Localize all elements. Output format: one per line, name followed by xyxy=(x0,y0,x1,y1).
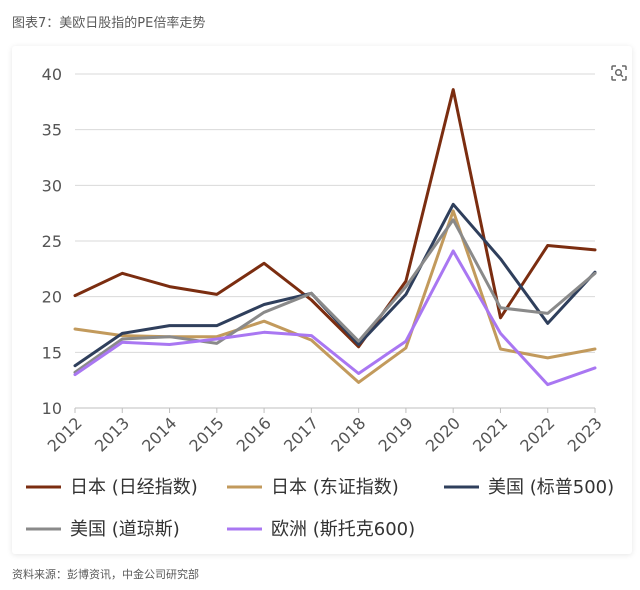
x-tick-label: 2022 xyxy=(516,413,558,455)
x-tick-label: 2019 xyxy=(375,413,417,455)
legend-label-5: 欧洲 (斯托克600) xyxy=(271,519,415,540)
x-tick-label: 2016 xyxy=(233,413,275,455)
x-tick-label: 2018 xyxy=(327,413,369,455)
y-tick-label: 30 xyxy=(42,176,62,195)
x-tick-label: 2021 xyxy=(469,413,511,455)
series-line-1 xyxy=(73,88,597,349)
legend-label-4: 美国 (道琼斯) xyxy=(70,519,180,540)
y-tick-label: 35 xyxy=(42,121,62,140)
x-tick-label: 2012 xyxy=(44,413,86,455)
x-tick-label: 2020 xyxy=(422,413,464,455)
figure-caption: 图表7：美欧日股指的PE倍率走势 xyxy=(12,16,206,31)
chart-card xyxy=(12,46,632,554)
series-line-3 xyxy=(73,202,597,368)
y-tick-label: 40 xyxy=(42,65,62,84)
y-tick-label: 15 xyxy=(42,343,62,362)
y-tick-label: 20 xyxy=(42,288,62,307)
legend-label-2: 日本 (东证指数) xyxy=(271,477,399,498)
series-line-5 xyxy=(73,249,597,387)
source-note: 资料来源：彭博资讯，中金公司研究部 xyxy=(12,568,199,581)
lens-icon xyxy=(611,65,627,81)
x-tick-label: 2013 xyxy=(91,413,133,455)
y-tick-label: 25 xyxy=(42,232,62,251)
lens-button[interactable] xyxy=(606,60,632,86)
legend-label-3: 美国 (标普500) xyxy=(488,477,614,498)
series-line-4 xyxy=(73,218,597,374)
x-tick-label: 2017 xyxy=(280,413,322,455)
y-tick-label: 10 xyxy=(42,399,62,418)
x-tick-label: 2014 xyxy=(138,413,180,455)
legend-label-1: 日本 (日经指数) xyxy=(70,477,198,498)
x-tick-label: 2023 xyxy=(564,413,606,455)
x-tick-label: 2015 xyxy=(185,413,227,455)
